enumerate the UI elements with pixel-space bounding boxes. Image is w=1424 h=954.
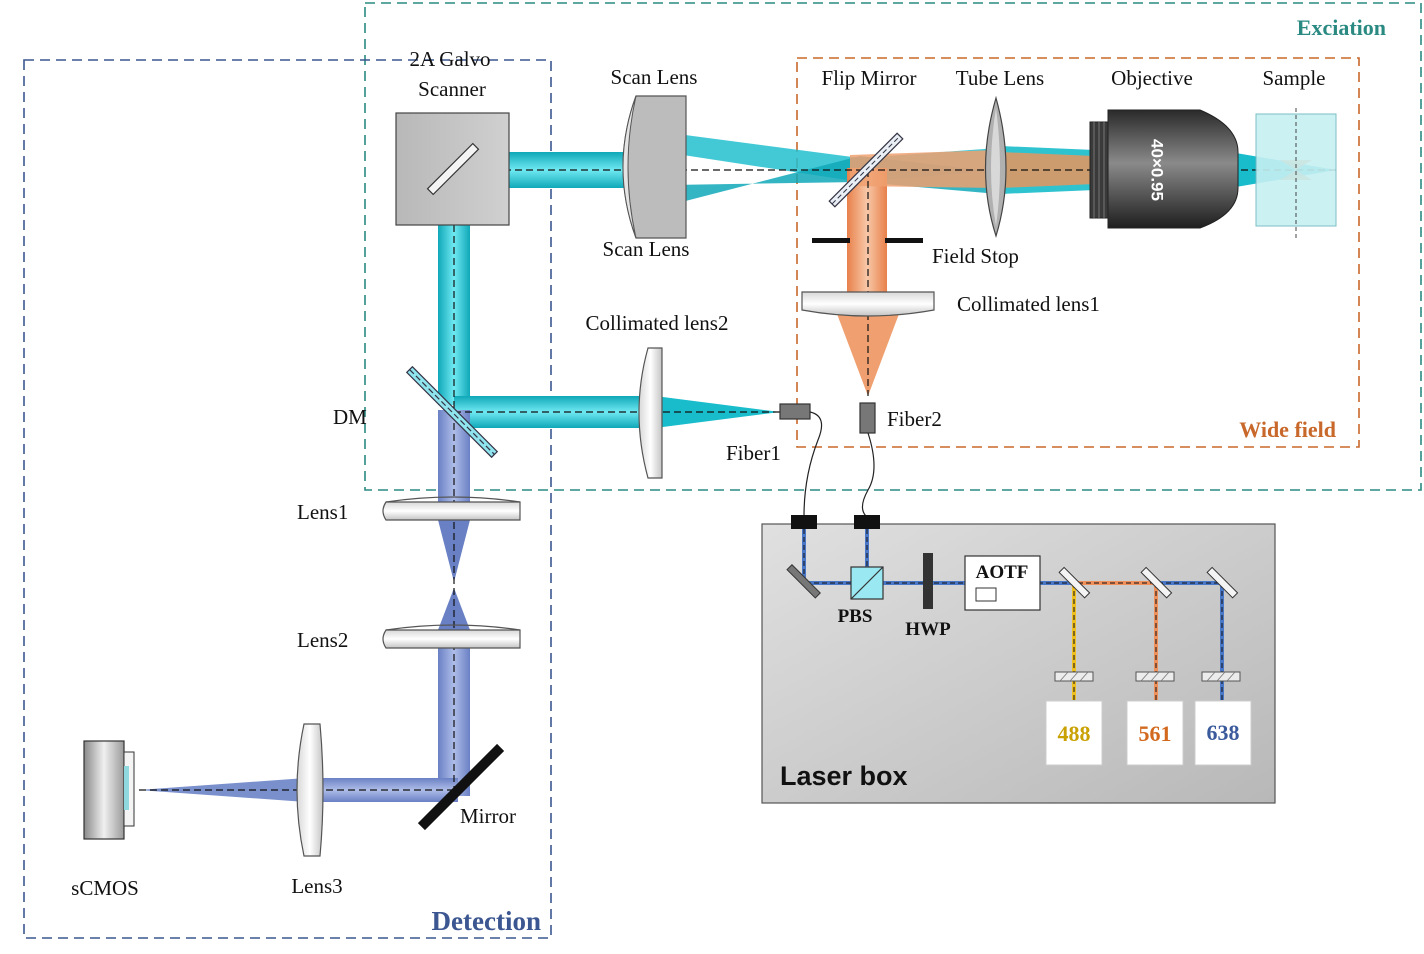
pbs-label: PBS xyxy=(838,606,873,627)
scmos-label: sCMOS xyxy=(71,876,139,900)
dm-label: DM xyxy=(333,405,367,429)
orange-beam-vertical xyxy=(847,168,887,296)
fiber2-cable xyxy=(861,432,875,517)
scan-lens-label: Scan Lens xyxy=(611,65,698,89)
laser-488-label: 488 xyxy=(1058,721,1091,746)
wide-field-region-label: Wide field xyxy=(1239,417,1336,442)
laser-dichroic-561 xyxy=(1140,566,1173,599)
orange-beam-horizontal xyxy=(850,150,998,188)
galvo-label: 2A Galvo xyxy=(409,47,490,71)
lens1 xyxy=(382,501,521,521)
lens3 xyxy=(296,723,324,857)
wide-field-region-box xyxy=(796,57,1360,448)
scmos-body xyxy=(83,740,125,840)
detection-region-label: Detection xyxy=(432,906,541,936)
collimated-lens1-label: Collimated lens1 xyxy=(957,292,1100,316)
laser-488-box xyxy=(1045,700,1103,766)
fiber2-label: Fiber2 xyxy=(887,407,942,431)
pbs-diagonal xyxy=(850,566,884,600)
objective-label: Objective xyxy=(1111,66,1193,90)
field-stop-left xyxy=(812,238,850,243)
objective xyxy=(1089,109,1239,229)
lens3-label: Lens3 xyxy=(291,874,342,898)
galvo-label-line2: Scanner xyxy=(418,77,486,101)
scan-lens xyxy=(622,95,687,239)
lens2-label: Lens2 xyxy=(297,628,348,652)
detection-mirror xyxy=(417,743,505,831)
field-stop-right xyxy=(885,238,923,243)
fiber2-connector xyxy=(859,402,876,434)
hwp-plate xyxy=(923,553,933,609)
laser-638-label: 638 xyxy=(1207,720,1240,745)
tube-lens-highlight xyxy=(991,108,1000,226)
fiber1-coupler xyxy=(791,515,817,529)
cyan-beam-cone-fiber1 xyxy=(655,396,780,428)
laser-box-turning-mirror xyxy=(786,564,821,599)
fiber1-connector xyxy=(779,403,811,420)
laser-box-label: Laser box xyxy=(780,761,908,791)
dichroic-mirror xyxy=(405,365,499,459)
scmos-sensor xyxy=(124,766,129,810)
laser-561-label: 561 xyxy=(1139,721,1172,746)
sample-label: Sample xyxy=(1263,66,1326,90)
scan-lens-bottom-label: Scan Lens xyxy=(603,237,690,261)
laser-filter-hatch xyxy=(1059,671,1236,682)
lens2 xyxy=(382,629,521,649)
laser-638-box xyxy=(1194,700,1252,766)
lens1-label: Lens1 xyxy=(297,500,348,524)
detection-beam-lens2-cone xyxy=(438,588,470,630)
laser-mirror-638 xyxy=(1206,566,1239,599)
flip-mirror xyxy=(828,132,904,208)
fiber1-label: Fiber1 xyxy=(726,441,781,465)
mirror-label: Mirror xyxy=(460,804,516,828)
excitation-region-label: Exciation xyxy=(1297,15,1386,40)
collimated-lens2 xyxy=(638,347,663,479)
flip-mirror-label: Flip Mirror xyxy=(821,66,916,90)
scan-lens-front xyxy=(622,95,637,239)
lens1-curve xyxy=(385,496,521,503)
aotf-label: AOTF xyxy=(976,562,1029,583)
fiber2-coupler xyxy=(854,515,880,529)
galvo-mirror xyxy=(426,142,480,196)
excitation-region-box xyxy=(364,2,1422,491)
lens2-curve xyxy=(385,624,521,631)
laser-561-box xyxy=(1126,700,1184,766)
aotf-crystal xyxy=(975,587,997,602)
tube-lens-label: Tube Lens xyxy=(956,66,1044,90)
collimated-lens1 xyxy=(801,291,935,317)
fiber1-cable xyxy=(803,411,823,517)
collimated-lens2-label: Collimated lens2 xyxy=(586,311,729,335)
field-stop-label: Field Stop xyxy=(932,244,1019,268)
detection-region-box xyxy=(23,59,552,939)
hwp-label: HWP xyxy=(905,619,951,640)
objective-spec-label: 40×0.95 xyxy=(1148,139,1167,201)
laser-dichroic-488 xyxy=(1058,566,1091,599)
